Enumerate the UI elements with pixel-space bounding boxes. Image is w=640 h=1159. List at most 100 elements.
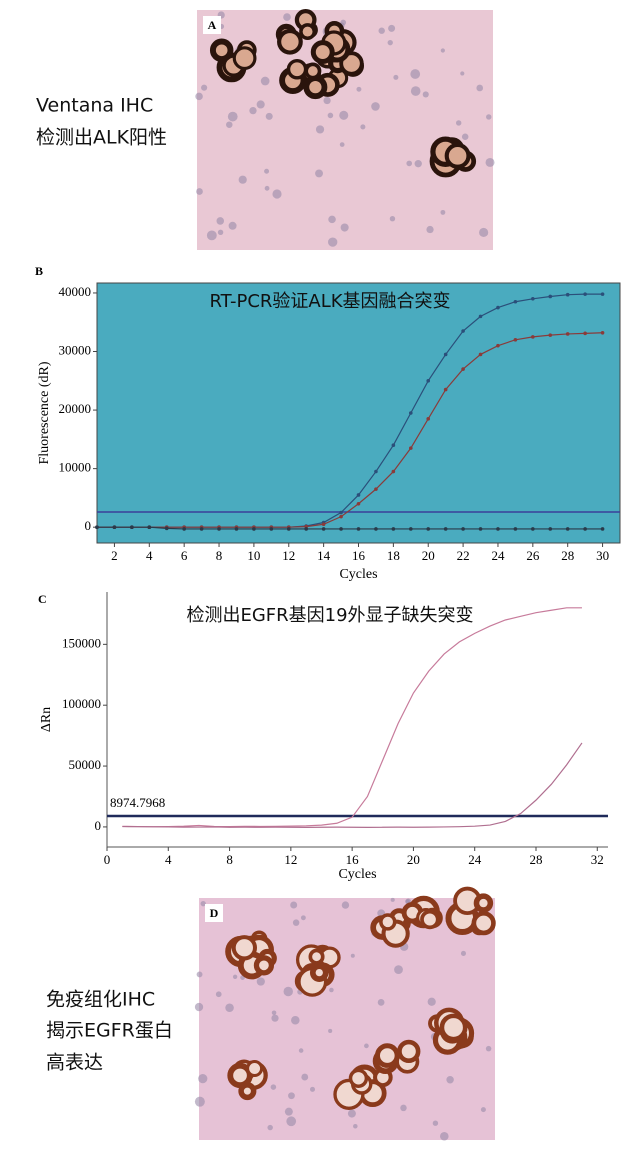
- point: [600, 292, 605, 296]
- x-tick-label: 30: [596, 548, 609, 563]
- nucleus: [315, 169, 323, 178]
- cell: [304, 62, 322, 80]
- nucleus: [377, 999, 385, 1006]
- x-tick-label: 2: [111, 548, 118, 563]
- y-tick-label: 0: [85, 518, 92, 533]
- nucleus: [347, 1109, 356, 1118]
- point: [565, 527, 570, 531]
- nucleus: [340, 223, 349, 232]
- point: [95, 525, 99, 529]
- nucleus: [410, 69, 421, 79]
- y-axis-label: ΔRn: [39, 707, 54, 732]
- nucleus: [301, 1073, 309, 1081]
- point: [565, 292, 570, 297]
- nucleus: [292, 919, 300, 926]
- nucleus: [440, 1131, 449, 1141]
- cell: [397, 1039, 421, 1064]
- nucleus: [215, 991, 222, 998]
- nucleus: [341, 901, 350, 909]
- nucleus: [286, 1116, 297, 1127]
- cell: [439, 1013, 468, 1042]
- nucleus: [260, 76, 270, 86]
- nucleus: [440, 48, 445, 53]
- x-tick-label: 20: [407, 852, 420, 867]
- nucleus: [328, 237, 338, 247]
- nucleus: [446, 1076, 454, 1084]
- nucleus: [283, 13, 291, 21]
- nucleus: [232, 974, 238, 979]
- nucleus: [249, 106, 257, 115]
- point: [112, 525, 117, 529]
- point: [252, 527, 256, 531]
- nucleus: [271, 1010, 277, 1016]
- nucleus: [298, 1048, 304, 1053]
- nucleus: [226, 121, 233, 128]
- nucleus: [291, 1015, 300, 1025]
- point: [426, 417, 431, 421]
- point: [356, 493, 361, 497]
- cell: [238, 1082, 257, 1101]
- nucleus: [327, 112, 334, 119]
- point: [409, 446, 413, 450]
- nucleus: [364, 1043, 369, 1049]
- nucleus: [206, 230, 217, 241]
- cell: [277, 28, 303, 55]
- nucleus: [329, 987, 334, 993]
- series-line: [97, 332, 603, 528]
- x-tick-label: 12: [282, 548, 295, 563]
- nucleus: [440, 209, 446, 215]
- cell: [246, 1059, 264, 1078]
- nucleus: [283, 986, 293, 997]
- point: [531, 335, 535, 339]
- point: [164, 526, 169, 531]
- y-tick-label: 10000: [59, 460, 92, 475]
- nucleus: [238, 175, 247, 184]
- point: [374, 527, 378, 531]
- nucleus: [195, 92, 203, 101]
- x-tick-label: 16: [346, 852, 360, 867]
- point: [513, 299, 518, 304]
- cell: [348, 1068, 369, 1088]
- cell: [379, 913, 397, 931]
- nucleus: [406, 160, 413, 167]
- point: [548, 527, 553, 531]
- x-tick-label: 28: [561, 548, 574, 563]
- point: [391, 469, 396, 474]
- nucleus: [309, 1086, 316, 1092]
- point: [234, 527, 239, 531]
- cell: [253, 955, 275, 976]
- point: [409, 527, 413, 531]
- nucleus: [256, 977, 265, 986]
- point: [130, 525, 134, 529]
- panel-label: A: [208, 18, 217, 32]
- x-axis-label: Cycles: [338, 867, 376, 882]
- y-tick-label: 100000: [62, 696, 101, 711]
- x-tick-label: 10: [247, 548, 260, 563]
- nucleus: [388, 24, 396, 32]
- point: [443, 387, 448, 392]
- nucleus: [476, 84, 484, 92]
- point: [199, 527, 204, 531]
- nucleus: [271, 1014, 279, 1022]
- point: [339, 514, 343, 519]
- caption: 免疫组化IHC: [46, 989, 155, 1011]
- nucleus: [228, 221, 237, 230]
- nucleus: [264, 168, 270, 174]
- panel-label: B: [35, 264, 43, 278]
- point: [513, 338, 518, 342]
- nucleus: [350, 953, 355, 958]
- point: [496, 343, 500, 348]
- point: [461, 329, 465, 333]
- cell: [308, 948, 325, 965]
- nucleus: [217, 229, 224, 236]
- y-tick-label: 30000: [59, 342, 92, 357]
- cell: [473, 893, 494, 913]
- nucleus: [288, 1092, 295, 1100]
- nucleus: [461, 133, 469, 141]
- point: [600, 330, 605, 335]
- point: [217, 527, 221, 531]
- x-tick-label: 32: [591, 852, 604, 867]
- threshold-label: 8974.7968: [110, 795, 165, 810]
- point: [583, 527, 587, 531]
- label-box: [205, 904, 223, 922]
